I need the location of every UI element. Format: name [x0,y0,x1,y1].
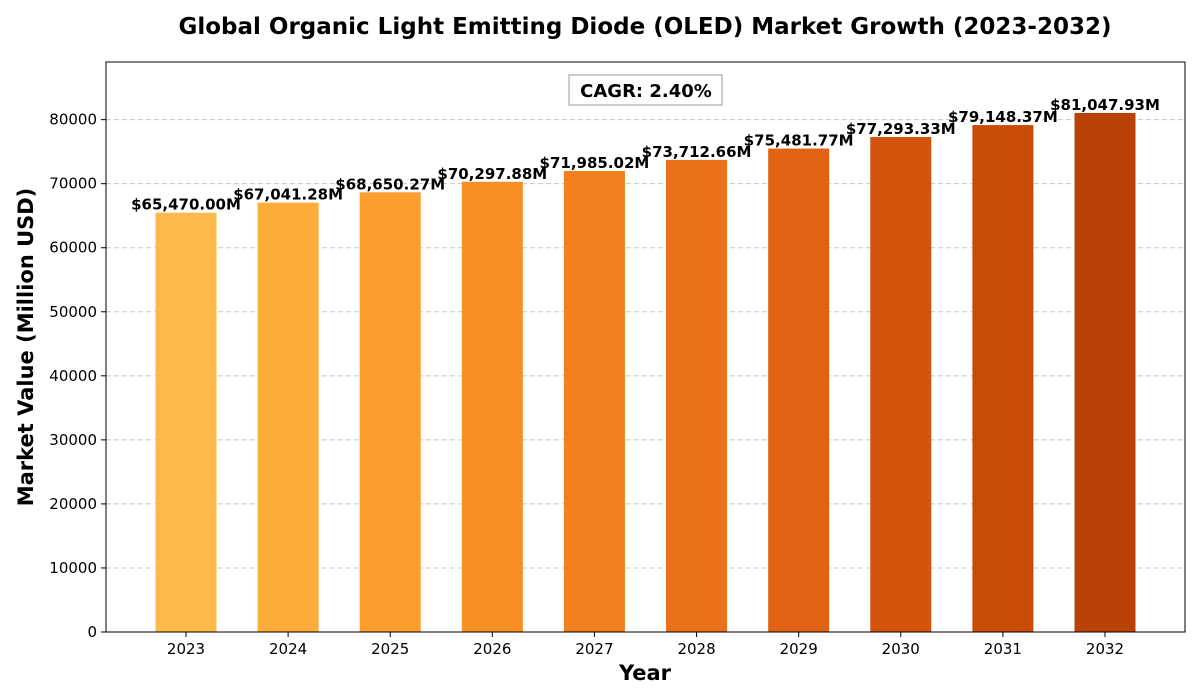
bar-2028 [666,159,728,632]
x-tick-label: 2025 [371,640,409,658]
data-labels: $65,470.00M$67,041.28M$68,650.27M$70,297… [131,96,1160,214]
bar-2026 [461,181,523,632]
bar-2031 [972,125,1034,632]
x-tick-label: 2029 [780,640,818,658]
x-axis-ticks: 2023 2024 2025 2026 2027 2028 2029 2030 2031 2032 [167,632,1124,658]
bars [155,112,1136,633]
bar-2029 [768,148,830,632]
cagr-annotation: CAGR: 2.40% [568,74,723,106]
data-label: $81,047.93M [1050,96,1160,114]
y-tick-label: 60000 [49,239,97,257]
plot-frame [105,61,1186,633]
data-label: $79,148.37M [948,108,1058,126]
cagr-box [568,74,723,106]
x-tick-label: 2027 [575,640,613,658]
bar-2025 [359,192,421,633]
data-label: $67,041.28M [233,186,343,204]
x-tick-label: 2024 [269,640,307,658]
y-tick-label: 10000 [49,559,97,577]
y-tick-label: 50000 [49,303,97,321]
x-tick-label: 2026 [473,640,511,658]
x-tick-label: 2031 [984,640,1022,658]
data-label: $68,650.27M [335,175,445,193]
data-label: $70,297.88M [437,165,547,183]
bar-2024 [257,202,319,632]
bar-2030 [870,136,932,633]
data-label: $65,470.00M [131,196,241,214]
y-axis-label: Market Value (Million USD) [14,188,38,507]
y-tick-label: 20000 [49,495,97,513]
y-tick-label: 70000 [49,175,97,193]
y-tick-label: 30000 [49,431,97,449]
y-axis-ticks: 0 10000 20000 30000 40000 50000 60000 70000 8000… [49,111,106,641]
data-label: $75,481.77M [744,132,854,150]
x-tick-label: 2023 [167,640,205,658]
data-label: $77,293.33M [846,120,956,138]
y-tick-label: 40000 [49,367,97,385]
x-tick-label: 2032 [1086,640,1124,658]
chart-title: Global Organic Light Emitting Diode (OLE… [178,14,1111,40]
y-tick-label: 0 [87,623,97,641]
x-tick-label: 2028 [677,640,715,658]
cagr-text: CAGR: 2.40% [580,81,712,102]
y-tick-label: 80000 [49,111,97,129]
x-axis-label: Year [618,661,672,685]
data-label: $73,712.66M [642,143,752,161]
data-label: $71,985.02M [540,154,650,172]
bar-2032 [1074,112,1136,633]
bar-2023 [155,212,217,632]
x-tick-label: 2030 [882,640,920,658]
bar-2027 [563,170,625,632]
